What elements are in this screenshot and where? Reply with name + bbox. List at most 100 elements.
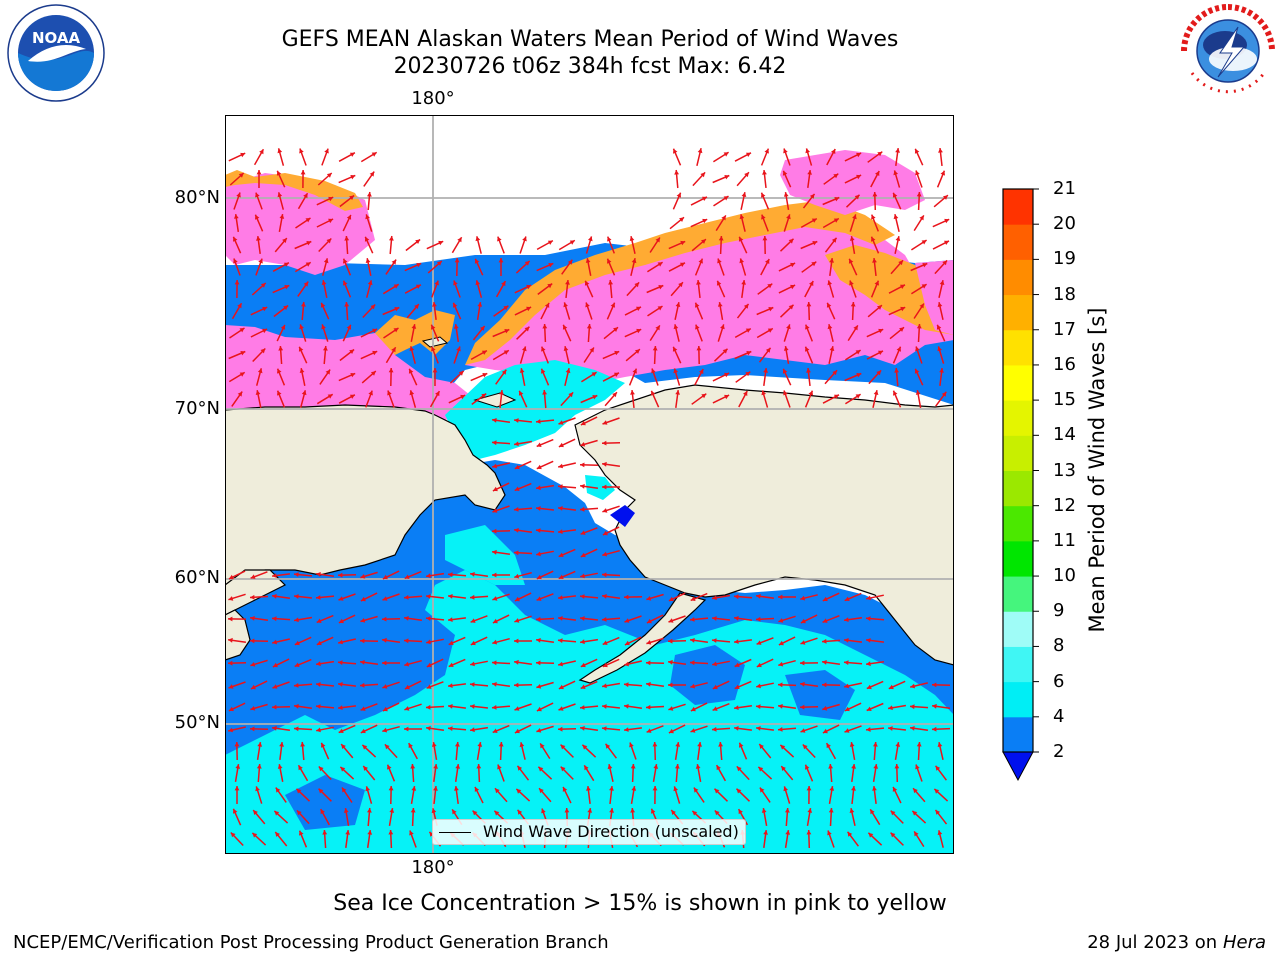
- wind-vector-head: [497, 236, 502, 242]
- wind-vector-head: [432, 368, 438, 373]
- wind-vector-head: [856, 373, 862, 378]
- wind-vector-head: [608, 280, 613, 285]
- wind-vector-head: [919, 303, 924, 309]
- wind-vector-head: [503, 350, 509, 355]
- wind-vector-head: [233, 258, 238, 264]
- wind-vector-head: [536, 616, 541, 622]
- legend-label: Wind Wave Direction (unscaled): [483, 822, 739, 841]
- wind-vector-head: [262, 306, 268, 312]
- wind-vector-head: [274, 810, 280, 816]
- wind-vector-head: [898, 260, 903, 266]
- wind-vector-head: [346, 324, 352, 330]
- wind-vector-head: [255, 786, 260, 792]
- wind-vector-head: [389, 236, 394, 241]
- wind-vector-head: [526, 306, 532, 312]
- colorbar-tick-label: 9: [1053, 600, 1065, 622]
- wind-vector-head: [714, 788, 720, 794]
- wind-vector-head: [624, 640, 630, 646]
- wind-vector-head: [294, 662, 300, 667]
- wind-vector-head: [342, 787, 347, 793]
- wind-vector-head: [761, 808, 767, 813]
- wind-vector-head: [602, 726, 607, 731]
- wind-vector-head: [349, 195, 355, 201]
- wind-vector-head: [624, 661, 629, 667]
- wind-vector-head: [558, 574, 564, 579]
- wind-vector-head: [910, 683, 916, 689]
- wind-vector-head: [497, 764, 502, 770]
- wind-vector-head: [680, 240, 686, 246]
- wind-vector-head: [717, 258, 722, 264]
- wind-vector-head: [365, 214, 370, 220]
- wind-vector-head: [944, 218, 950, 224]
- wind-vector-head: [250, 726, 255, 732]
- wind-vector-head: [700, 172, 706, 178]
- wind-vector-head: [690, 660, 695, 666]
- wind-vector-head: [690, 617, 695, 622]
- wind-vector-head: [239, 328, 245, 333]
- wind-vector-head: [536, 528, 541, 533]
- ocean-chukchi: [445, 360, 625, 460]
- wind-vector-head: [580, 639, 585, 645]
- wind-vector-head: [275, 787, 281, 793]
- wind-vector-head: [761, 390, 766, 396]
- wind-vector-head: [322, 830, 328, 835]
- wind-vector-head: [652, 346, 658, 351]
- wind-vector-head: [541, 346, 546, 352]
- wind-vector-head: [937, 830, 943, 836]
- wind-vector-head: [540, 743, 545, 749]
- colorbar-band: [1003, 540, 1033, 577]
- wind-vector-head: [723, 196, 729, 201]
- wind-vector-head: [630, 764, 636, 769]
- wind-vector-head: [409, 346, 415, 352]
- bristol-bay: [610, 505, 635, 527]
- wind-vector-head: [695, 302, 700, 308]
- wind-vector-head: [321, 324, 326, 330]
- wind-vector-head: [746, 351, 752, 356]
- wind-vector-head: [827, 830, 832, 836]
- wind-vector-head: [877, 305, 882, 310]
- wind-vector-head: [783, 192, 789, 197]
- wind-vector-head: [321, 742, 326, 748]
- wind-vector-head: [657, 262, 663, 267]
- wind-vector-head: [316, 727, 321, 733]
- wind-vector-head: [716, 280, 722, 286]
- wind-vector-head: [580, 462, 585, 468]
- wind-vector-head: [936, 324, 942, 330]
- wind-vector-head: [452, 809, 457, 815]
- colorbar-band: [1003, 189, 1033, 225]
- wind-vector-head: [783, 786, 788, 792]
- wind-vector-head: [873, 764, 879, 769]
- wind-vector-head: [855, 394, 861, 399]
- wind-vector-head: [806, 786, 812, 791]
- wind-vector-head: [763, 830, 768, 835]
- wind-vector-head: [852, 214, 857, 220]
- wind-vector-head: [279, 214, 285, 219]
- wind-vector-head: [745, 371, 751, 377]
- wind-vector-head: [492, 705, 497, 710]
- wind-vector-head: [492, 508, 498, 513]
- wind-vector-head: [433, 764, 438, 769]
- wind-vector-head: [474, 786, 480, 792]
- wind-vector-head: [764, 148, 769, 154]
- wind-vector-head: [387, 764, 392, 770]
- wind-vector-head: [866, 706, 872, 711]
- wind-vector-head: [935, 809, 941, 815]
- wind-vector-head: [811, 218, 817, 223]
- wind-vector-head: [349, 349, 355, 354]
- wind-vector-head: [610, 302, 615, 308]
- wind-vector-head: [695, 764, 701, 769]
- wind-vector-head: [477, 302, 483, 307]
- wind-vector-head: [844, 660, 849, 665]
- wind-vector-head: [856, 174, 862, 180]
- wind-vector-head: [558, 442, 564, 448]
- wind-vector-head: [370, 371, 376, 376]
- wind-vector-head: [874, 280, 879, 286]
- wind-vector-head: [631, 786, 637, 791]
- wind-vector-head: [806, 302, 812, 307]
- wind-vector-head: [646, 618, 652, 624]
- wind-vector-head: [408, 368, 414, 374]
- wind-vector-head: [746, 152, 751, 157]
- wind-vector-head: [580, 442, 586, 447]
- wind-vector-head: [544, 302, 550, 308]
- sea-ice-east-edge: [825, 245, 954, 335]
